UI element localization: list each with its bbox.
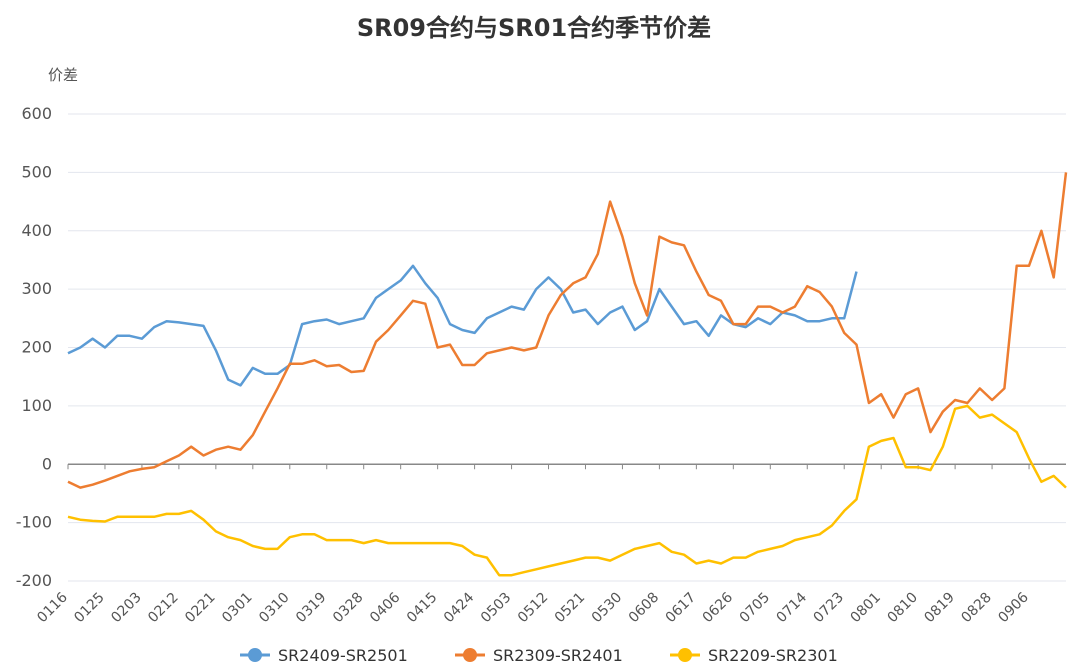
x-tick-label: 0608	[626, 590, 663, 627]
x-tick-label: 0810	[884, 590, 921, 627]
series-line	[67, 404, 1067, 577]
y-tick-label: 500	[21, 162, 52, 181]
y-tick-label: 300	[21, 279, 52, 298]
x-tick-label: 0617	[663, 590, 700, 627]
x-tick-label: 0203	[108, 590, 145, 627]
y-axis-label: 价差	[48, 66, 78, 84]
x-tick-label: 0503	[478, 590, 515, 627]
y-tick-label: 600	[21, 104, 52, 123]
x-tick-label: 0116	[34, 589, 71, 626]
legend-label: SR2309-SR2401	[493, 646, 623, 665]
x-tick-label: 0319	[293, 590, 330, 627]
x-tick-label: 0819	[921, 590, 958, 627]
y-tick-label: 200	[21, 338, 52, 357]
y-tick-label: -200	[16, 571, 52, 590]
x-tick-label: 0828	[958, 590, 995, 627]
y-tick-label: 0	[42, 454, 52, 473]
legend-marker	[678, 648, 692, 662]
x-tick-label: 0626	[700, 589, 737, 626]
y-tick-label: 100	[21, 396, 52, 415]
y-tick-label: -100	[16, 513, 52, 532]
x-tick-label: 0221	[182, 590, 219, 627]
x-tick-label: 0801	[847, 590, 884, 627]
x-tick-label: 0415	[404, 590, 441, 627]
x-tick-label: 0406	[367, 589, 404, 626]
x-tick-label: 0714	[774, 589, 811, 626]
x-tick-label: 0212	[145, 590, 182, 627]
y-tick-label: 400	[21, 221, 52, 240]
legend-label: SR2409-SR2501	[278, 646, 408, 665]
x-tick-label: 0328	[330, 590, 367, 627]
x-tick-label: 0906	[995, 589, 1032, 626]
x-tick-label: 0125	[71, 590, 108, 627]
x-tick-label: 0723	[811, 590, 848, 627]
x-tick-label: 0301	[219, 590, 256, 627]
legend-marker	[463, 648, 477, 662]
x-tick-label: 0530	[589, 590, 626, 627]
x-tick-label: 0521	[552, 590, 589, 627]
x-tick-label: 0424	[441, 589, 478, 626]
legend-label: SR2209-SR2301	[708, 646, 838, 665]
x-tick-label: 0705	[737, 590, 774, 627]
x-tick-label: 0512	[515, 590, 552, 627]
chart-title: SR09合约与SR01合约季节价差	[357, 14, 711, 42]
series-line	[67, 172, 1068, 489]
series-line	[67, 264, 858, 387]
legend-marker	[248, 648, 262, 662]
x-tick-label: 0310	[256, 590, 293, 627]
